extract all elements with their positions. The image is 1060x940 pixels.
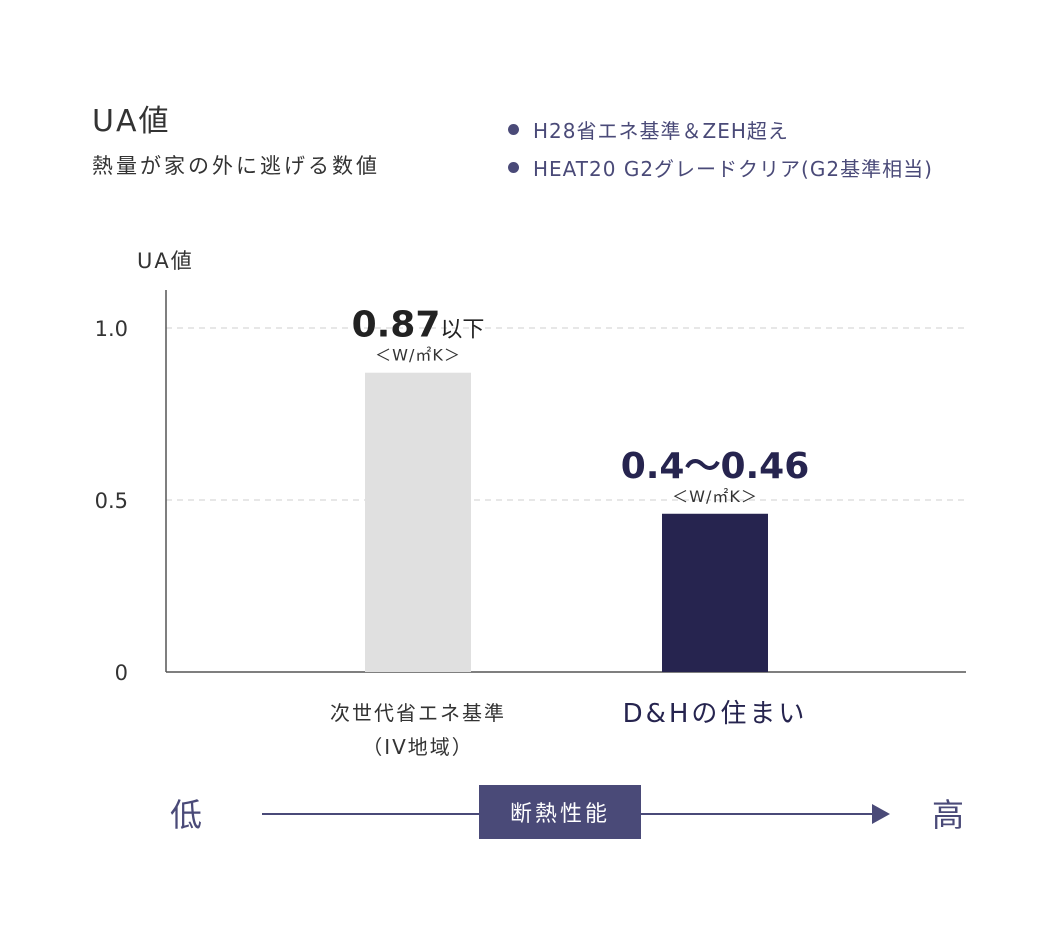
scale-high-label: 高: [932, 796, 965, 834]
legend: H28省エネ基準＆ZEH超え HEAT20 G2グレードクリア(G2基準相当): [508, 110, 933, 186]
arrow-right-icon: [872, 804, 890, 824]
data-label-unit: ＜W/㎡K＞: [375, 346, 461, 365]
data-label-number: 0.87: [352, 305, 441, 346]
x-tick-label: （IV地域）: [362, 735, 474, 759]
legend-label: HEAT20 G2グレードクリア(G2基準相当): [533, 156, 933, 181]
legend-label: H28省エネ基準＆ZEH超え: [533, 118, 789, 143]
bar: [365, 372, 471, 672]
bar-chart: UA値1.00.50＜W/㎡K＞0.87以下次世代省エネ基準（IV地域）＜W/㎡…: [95, 249, 966, 759]
insulation-scale: 低 断熱性能 高: [0, 780, 1060, 850]
y-tick-label: 0: [115, 661, 128, 685]
scale-label-box: 断熱性能: [479, 785, 641, 839]
bullet-dot-icon: [508, 123, 519, 135]
data-label-value: 0.4〜0.46: [621, 446, 810, 487]
data-label-suffix: 以下: [440, 318, 484, 343]
bullet-dot-icon: [508, 161, 519, 173]
data-label-value: 0.87以下: [352, 305, 485, 346]
scale-low-label: 低: [170, 796, 203, 834]
page-title: UA値: [92, 104, 171, 139]
data-label-unit: ＜W/㎡K＞: [672, 487, 758, 506]
data-label-number: 0.4〜0.46: [621, 446, 810, 487]
legend-item: H28省エネ基準＆ZEH超え: [508, 110, 933, 148]
x-tick-label: 次世代省エネ基準: [330, 701, 506, 725]
y-tick-label: 0.5: [95, 489, 128, 513]
legend-item: HEAT20 G2グレードクリア(G2基準相当): [508, 148, 933, 186]
y-axis-label: UA値: [137, 249, 194, 273]
page-subtitle: 熱量が家の外に逃げる数値: [92, 154, 380, 178]
bar: [662, 513, 768, 672]
y-tick-label: 1.0: [95, 317, 128, 341]
x-tick-label: D&Hの住まい: [623, 699, 808, 729]
